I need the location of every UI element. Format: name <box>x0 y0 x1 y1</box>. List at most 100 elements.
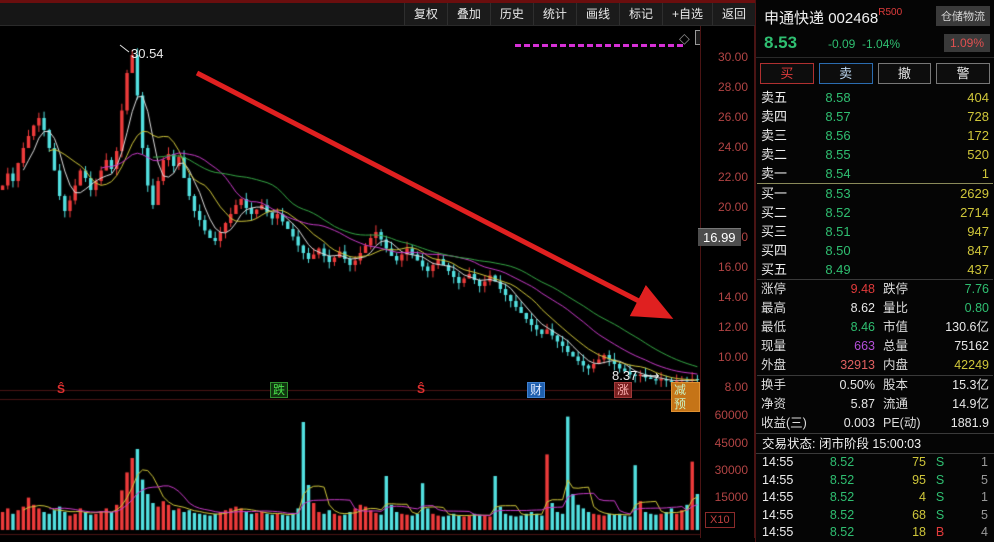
bid-volume: 2629 <box>960 186 989 201</box>
ask-price: 8.55 <box>825 147 851 162</box>
dividend-marker-icon[interactable]: Ŝ <box>57 382 66 396</box>
ask-row-1[interactable]: 卖一 8.54 1 <box>756 164 994 183</box>
ask-price: 8.56 <box>825 128 851 143</box>
ask-row-4[interactable]: 卖四 8.57 728 <box>756 107 994 126</box>
bid-row-1[interactable]: 买一 8.53 2629 <box>756 184 994 203</box>
trade-row: 14:55 8.52 95 S 5 <box>762 472 988 487</box>
ask-volume: 728 <box>967 109 989 124</box>
bid-label: 买四 <box>761 243 788 258</box>
trade-row: 14:55 8.52 68 S 5 <box>762 507 988 522</box>
volume-unit-label: X10 <box>705 512 735 528</box>
quote-panel: 申通快递 002468R500 仓储物流 8.53 -0.09 -1.04% 1… <box>755 0 994 542</box>
stats-row: 净资 5.87 流通 14.9亿 <box>761 397 989 411</box>
bid-row-2[interactable]: 买二 8.52 2714 <box>756 203 994 222</box>
toolbar-button-adjust[interactable]: 复权 <box>403 3 447 25</box>
bid-price: 8.50 <box>825 243 851 258</box>
reduction-warning-badge[interactable]: 减预 <box>671 382 700 412</box>
crosshair-price-tag: 16.99 <box>698 228 741 246</box>
ask-price: 8.54 <box>825 166 851 181</box>
ask-row-2[interactable]: 卖二 8.55 520 <box>756 145 994 164</box>
price-tick: 28.00 <box>717 80 748 94</box>
fall-event-badge[interactable]: 跌 <box>270 382 289 398</box>
ask-volume: 172 <box>967 128 989 143</box>
tick-trades-list: 14:55 8.52 75 S 1 14:55 8.52 95 S 5 14:55 8.52 4 S 1… <box>756 454 994 542</box>
bid-label: 买二 <box>761 205 788 220</box>
toolbar-button-mark[interactable]: 标记 <box>618 3 662 25</box>
ask-volume: 520 <box>967 147 989 162</box>
cancel-order-button[interactable]: 撤 <box>877 63 932 84</box>
price-tick: 8.00 <box>724 380 748 394</box>
toolbar-button-overlay[interactable]: 叠加 <box>446 3 490 25</box>
rise-event-badge[interactable]: 涨 <box>614 382 633 398</box>
bid-row-3[interactable]: 买三 8.51 947 <box>756 222 994 241</box>
toolbar-button-drawline[interactable]: 画线 <box>575 3 619 25</box>
section-divider <box>757 375 993 376</box>
bid-volume: 847 <box>967 243 989 258</box>
price-tick: 10.00 <box>717 350 748 364</box>
bid-row-4[interactable]: 买四 8.50 847 <box>756 241 994 260</box>
trade-row: 14:55 8.52 4 S 1 <box>762 490 988 504</box>
price-volume-canvas[interactable] <box>0 28 700 538</box>
stats-row: 换手 0.50% 股本 15.3亿 <box>761 378 989 392</box>
bid-label: 买三 <box>761 224 788 239</box>
bid-price: 8.51 <box>825 224 851 239</box>
dividend-marker-icon[interactable]: Ŝ <box>417 382 426 396</box>
diamond-tool-icon[interactable]: ◇ <box>679 30 690 46</box>
ask-volume: 404 <box>967 90 989 105</box>
finance-event-badge[interactable]: 财 <box>527 382 546 398</box>
price-tick: 26.00 <box>717 110 748 124</box>
top-accent-line <box>0 0 994 3</box>
stats-row: 最低 8.46 市值 130.6亿 <box>761 320 989 334</box>
quote-header: 申通快递 002468R500 仓储物流 8.53 -0.09 -1.04% 1… <box>756 0 994 58</box>
section-divider <box>757 279 993 280</box>
stats-section: 涨停 9.48 跌停 7.76 最高 8.62 量比 0.80 最低 8.46 市值 130.6亿… <box>756 280 994 433</box>
volume-tick: 60000 <box>714 408 748 422</box>
sell-button[interactable]: 卖 <box>818 63 873 84</box>
bid-volume: 2714 <box>960 205 989 220</box>
ask-label: 卖一 <box>761 166 788 181</box>
toolbar-button-add-watchlist[interactable]: +自选 <box>661 3 712 25</box>
ask-row-3[interactable]: 卖三 8.56 172 <box>756 126 994 145</box>
price-tick: 14.00 <box>717 290 748 304</box>
price-tick: 24.00 <box>717 140 748 154</box>
toolbar-button-back[interactable]: 返回 <box>711 3 755 25</box>
sector-change-badge: 1.09% <box>943 34 990 52</box>
stats-row: 现量 663 总量 75162 <box>761 339 989 353</box>
ask-price: 8.58 <box>825 90 851 105</box>
candlestick-chart-area[interactable]: 30.54 8.37 ⟶ ◇ Ŝ 跌 Ŝ 财 涨 减预 <box>0 28 708 538</box>
stats-row: 收益(三) 0.003 PE(动) 1881.9 <box>761 416 989 430</box>
stats-row: 外盘 32913 内盘 42249 <box>761 358 989 372</box>
ask-label: 卖五 <box>761 90 788 105</box>
bid-label: 买五 <box>761 262 788 277</box>
bid-row-5[interactable]: 买五 8.49 437 <box>756 260 994 279</box>
ask-volume: 1 <box>981 166 989 181</box>
bid-label: 买一 <box>761 186 788 201</box>
bid-volume: 947 <box>967 224 989 239</box>
bid-price: 8.52 <box>825 205 851 220</box>
price-tick: 12.00 <box>717 320 748 334</box>
ask-price: 8.57 <box>825 109 851 124</box>
drawn-dashed-line[interactable] <box>515 44 683 47</box>
chart-toolbar: 复权 叠加 历史 统计 画线 标记 +自选 返回 <box>0 3 755 26</box>
volume-tick: 30000 <box>714 463 748 477</box>
ask-row-5[interactable]: 卖五 8.58 404 <box>756 88 994 107</box>
order-book: 卖五 8.58 404 卖四 8.57 728 卖三 8.56 172 卖二 8.55 520 … <box>756 88 994 279</box>
trade-row: 14:55 8.52 18 B 4 <box>762 525 988 539</box>
toolbar-button-stats[interactable]: 统计 <box>532 3 576 25</box>
stock-name-code: 申通快递 002468R500 <box>764 7 902 28</box>
stock-code: 002468 <box>828 10 879 27</box>
stock-name: 申通快递 <box>764 10 825 27</box>
sector-badge[interactable]: 仓储物流 <box>936 6 990 26</box>
price-axis: 30.00 28.00 26.00 24.00 22.00 20.00 18.0… <box>698 26 755 538</box>
toolbar-button-history[interactable]: 历史 <box>489 3 533 25</box>
bid-price: 8.49 <box>825 262 851 277</box>
price-tick: 30.00 <box>717 50 748 64</box>
alert-button[interactable]: 警 <box>936 63 990 84</box>
price-tick: 22.00 <box>717 170 748 184</box>
trade-row: 14:55 8.52 75 S 1 <box>762 455 988 469</box>
bid-volume: 437 <box>967 262 989 277</box>
buy-button[interactable]: 买 <box>760 63 814 84</box>
bid-price: 8.53 <box>825 186 851 201</box>
ask-label: 卖三 <box>761 128 788 143</box>
